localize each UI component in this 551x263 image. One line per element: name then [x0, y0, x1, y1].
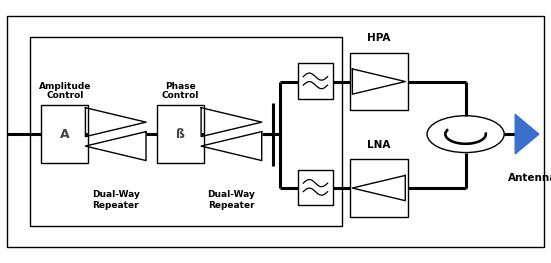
Bar: [350, 53, 408, 110]
Text: Dual-Way: Dual-Way: [208, 190, 255, 199]
Text: Antenna: Antenna: [508, 173, 551, 183]
Bar: [298, 170, 333, 205]
Text: HPA: HPA: [367, 33, 391, 43]
Bar: [30, 37, 342, 226]
Text: Repeater: Repeater: [93, 201, 139, 210]
Bar: [41, 105, 88, 163]
Text: ß: ß: [176, 128, 185, 141]
Bar: [7, 16, 544, 247]
Text: Repeater: Repeater: [208, 201, 255, 210]
Bar: [350, 159, 408, 217]
Text: Dual-Way: Dual-Way: [92, 190, 139, 199]
Text: Amplitude: Amplitude: [39, 82, 91, 91]
Text: LNA: LNA: [367, 140, 391, 150]
Text: A: A: [60, 128, 69, 141]
Bar: [298, 63, 333, 99]
Text: Control: Control: [46, 92, 83, 100]
Text: Phase: Phase: [165, 82, 196, 91]
Polygon shape: [515, 114, 539, 154]
Text: Control: Control: [162, 92, 199, 100]
Bar: [157, 105, 204, 163]
